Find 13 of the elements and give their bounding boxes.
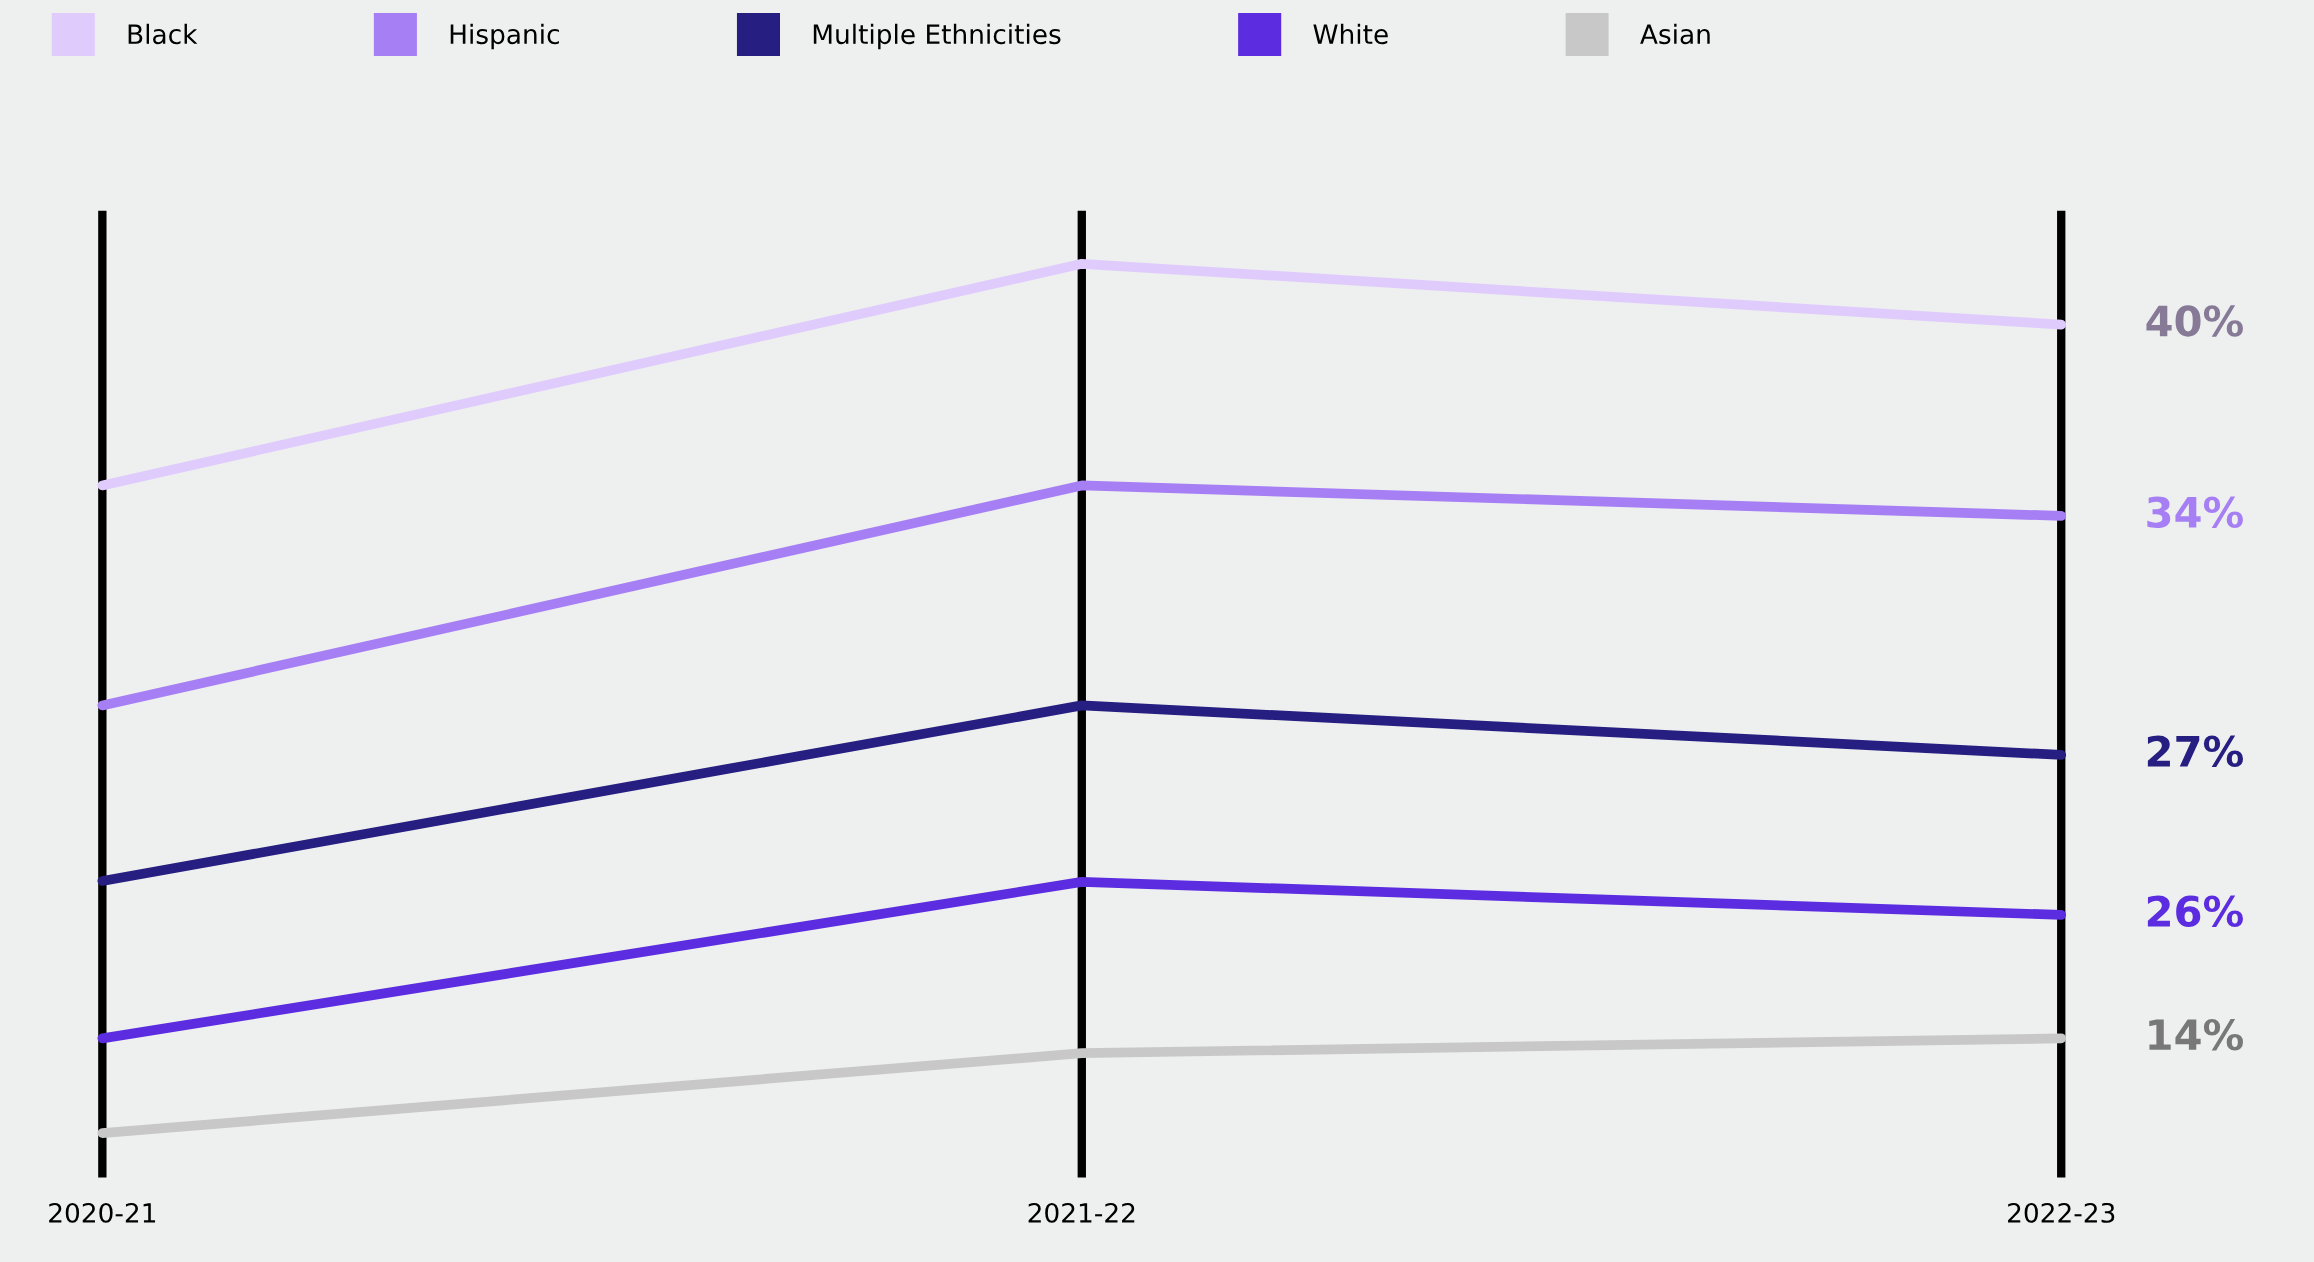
- legend-label: Multiple Ethnicities: [813, 23, 1061, 50]
- x-tick-label: 2022-23: [2008, 1202, 2115, 1223]
- x-tick-label: 2020-21: [49, 1202, 156, 1223]
- annotation: 34%: [2147, 496, 2243, 528]
- annotation: 26%: [2147, 895, 2243, 927]
- legend-label: Black: [128, 23, 198, 45]
- legend-label: Asian: [1640, 23, 1710, 45]
- legend-label: Hispanic: [450, 23, 559, 50]
- legend-label: White: [1313, 23, 1388, 45]
- x-tick-label: 2021-22: [1028, 1202, 1135, 1223]
- annotation: 40%: [2146, 305, 2243, 337]
- annotation: 27%: [2147, 735, 2243, 768]
- annotation: 14%: [2149, 1018, 2243, 1051]
